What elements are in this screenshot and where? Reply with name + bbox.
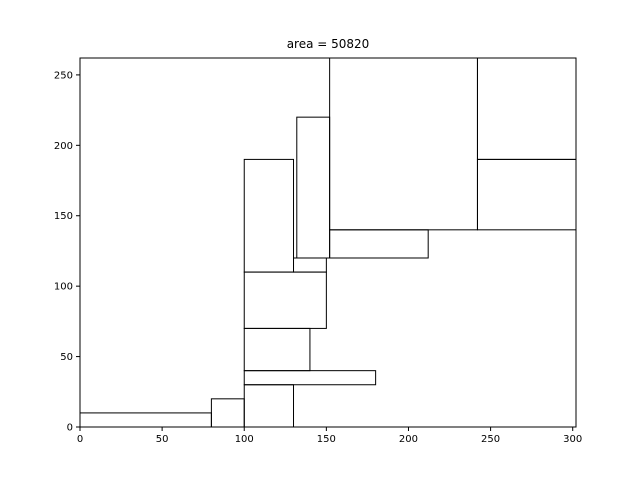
- y-tick-label-1: 0: [67, 423, 73, 434]
- y-tick-label-5: 200: [54, 141, 73, 152]
- y-tick-label-3: 100: [54, 282, 73, 293]
- x-tick-label-3: 100: [235, 434, 254, 445]
- y-tick-label-4: 150: [54, 211, 73, 222]
- y-tick-label-6: 250: [54, 70, 73, 81]
- x-tick-label-1: 0: [77, 434, 83, 445]
- x-tick-label-5: 200: [399, 434, 418, 445]
- packed-rectangle-7: [243, 158, 295, 273]
- y-tick-label-2: 50: [60, 352, 73, 363]
- x-tick-label-2: 50: [156, 434, 169, 445]
- chart-title: area = 50820: [287, 37, 370, 51]
- axes-frame: [79, 57, 577, 428]
- y-axis-ticks: 0 50 100 150 200 250: [54, 70, 80, 434]
- x-tick-label-4: 150: [317, 434, 336, 445]
- x-tick-label-6: 250: [481, 434, 500, 445]
- x-tick-label-7: 300: [563, 434, 582, 445]
- x-axis-ticks: 0 50 100 150 200 250 300: [77, 427, 582, 445]
